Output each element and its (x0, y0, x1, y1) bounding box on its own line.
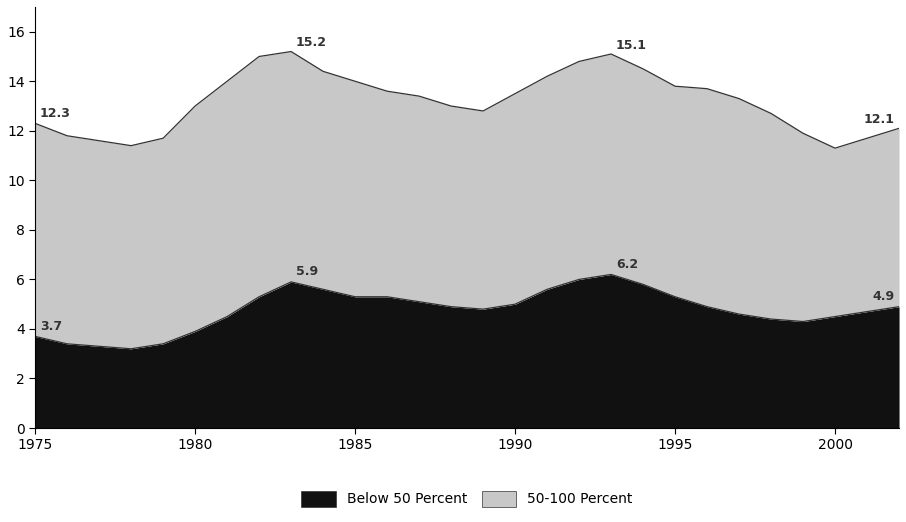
Text: 15.1: 15.1 (616, 39, 647, 52)
Text: 12.1: 12.1 (863, 113, 894, 126)
Text: 3.7: 3.7 (40, 319, 62, 333)
Text: 15.2: 15.2 (296, 36, 327, 49)
Text: 12.3: 12.3 (40, 106, 71, 120)
Text: 5.9: 5.9 (296, 265, 318, 278)
Text: 6.2: 6.2 (616, 258, 638, 271)
Text: 4.9: 4.9 (872, 290, 894, 303)
Legend: Below 50 Percent, 50-100 Percent: Below 50 Percent, 50-100 Percent (294, 484, 640, 514)
